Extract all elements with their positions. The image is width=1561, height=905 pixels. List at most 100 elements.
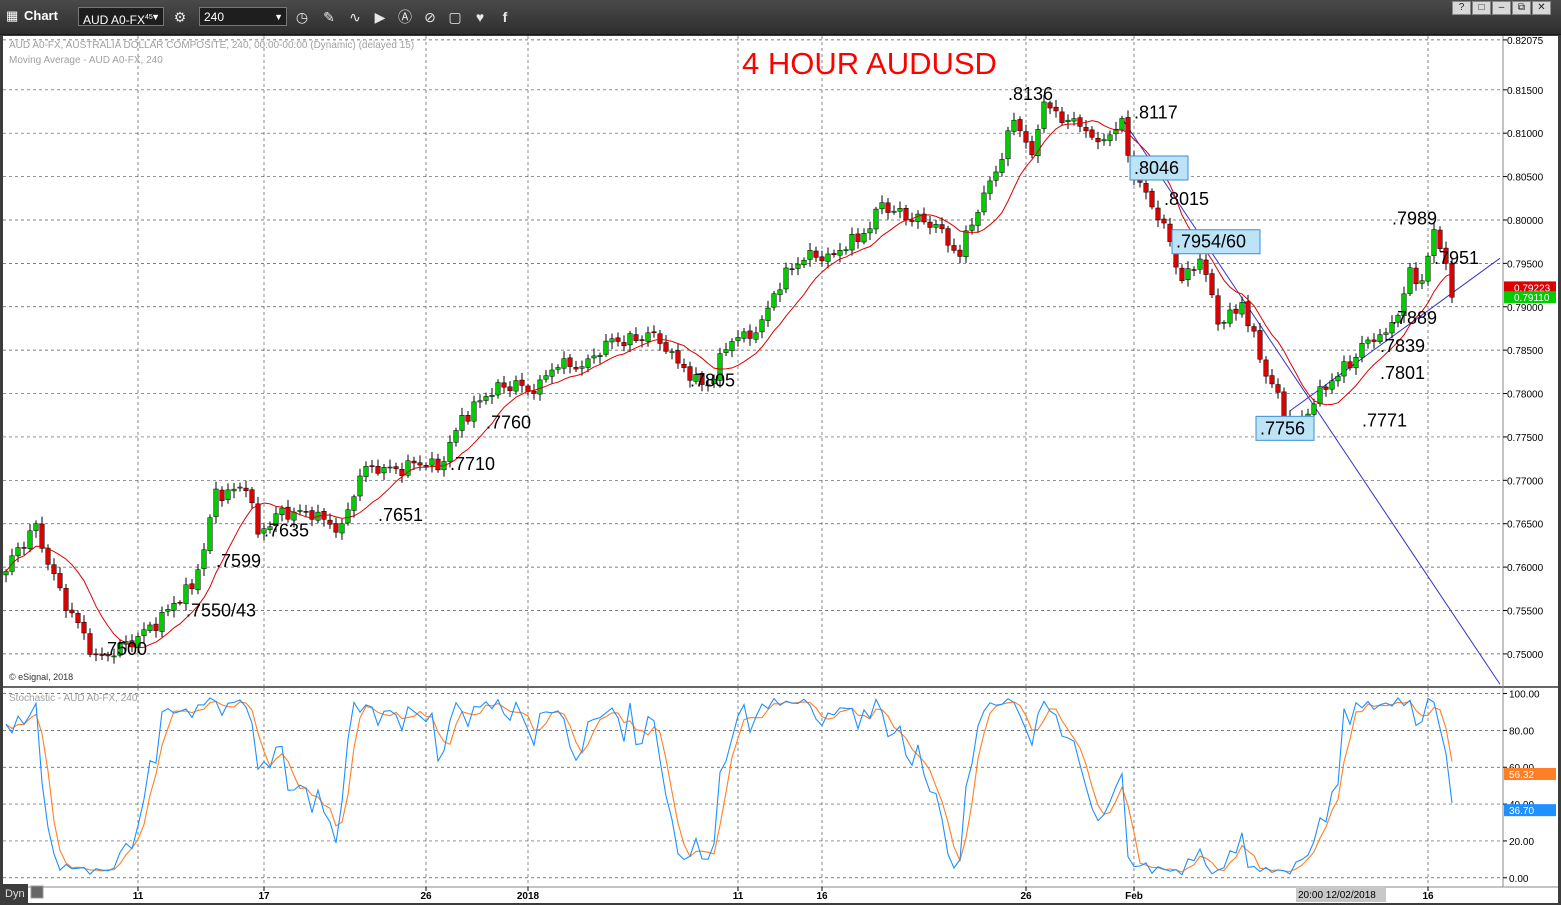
annotation-label: .8117 xyxy=(1134,102,1178,122)
candle xyxy=(447,435,453,468)
candle-body xyxy=(3,571,9,576)
candle-body xyxy=(1341,361,1347,377)
candle xyxy=(195,563,201,595)
candle xyxy=(1125,110,1131,163)
alert-icon[interactable]: Ⓐ xyxy=(398,9,412,25)
chat-icon[interactable]: ▢ xyxy=(448,9,462,25)
candle-body xyxy=(435,458,441,471)
link-icon[interactable]: ⊘ xyxy=(424,9,436,25)
candle-body xyxy=(921,213,927,223)
annotation-label: .7651 xyxy=(378,505,423,525)
candle-body xyxy=(909,219,915,222)
candle xyxy=(513,375,519,395)
candle-body xyxy=(1029,141,1035,156)
cursor-time-label: 20:00 12/02/2018 xyxy=(1298,890,1376,901)
candle-body xyxy=(423,465,429,467)
candle-body xyxy=(399,469,405,476)
candle-body xyxy=(261,528,267,534)
candle-body xyxy=(93,653,99,656)
candle-body xyxy=(1077,117,1083,127)
time-tick-label: 11 xyxy=(733,891,744,902)
candle-body xyxy=(297,510,303,512)
candle xyxy=(957,244,963,264)
candle xyxy=(99,647,105,661)
play-icon[interactable]: ▶ xyxy=(374,9,386,25)
candle xyxy=(1341,355,1347,383)
candle-body xyxy=(1401,293,1407,316)
candle xyxy=(825,247,831,269)
candle-body xyxy=(1059,111,1065,123)
candle xyxy=(693,367,699,385)
candle xyxy=(783,262,789,294)
candle-body xyxy=(945,228,951,246)
price-tick-label: 0.82075 xyxy=(1507,36,1544,47)
candle-body xyxy=(735,337,741,341)
chart-toolbar: ▦ Chart AUD A0-FX45 ▼ ⚙ 240 ▼ ◷ ✎ ∿ ▶ Ⓐ … xyxy=(0,0,1561,35)
candle xyxy=(231,483,237,499)
minimize-button[interactable]: – xyxy=(1492,1,1511,15)
annotation-label: .7805 xyxy=(690,371,735,391)
candle xyxy=(711,374,717,389)
dyn-label[interactable]: Dyn xyxy=(5,888,25,900)
candle-body xyxy=(699,373,705,385)
settings-icon[interactable]: ⚙ xyxy=(173,9,187,25)
candle xyxy=(111,648,117,664)
candle xyxy=(1395,313,1401,328)
maximize-button[interactable]: ⧉ xyxy=(1512,1,1531,15)
stochastic-tick-label: 20.00 xyxy=(1509,837,1534,848)
candle-body xyxy=(1251,326,1257,332)
candle-body xyxy=(873,208,879,230)
candle xyxy=(219,486,225,507)
candle-body xyxy=(309,510,315,520)
price-tick-label: 0.81500 xyxy=(1507,86,1544,97)
stochastic-d-line xyxy=(5,700,1453,873)
candle xyxy=(663,335,669,354)
twitter-icon[interactable]: ♥ xyxy=(475,9,485,25)
lock-icon[interactable] xyxy=(30,885,44,899)
candle-body xyxy=(615,337,621,342)
candle-body xyxy=(357,475,363,497)
candle xyxy=(465,410,471,425)
candle-body xyxy=(543,375,549,380)
candle-body xyxy=(1065,119,1071,122)
candle-body xyxy=(273,513,279,527)
symbol-input[interactable]: AUD A0-FX45 ▼ xyxy=(78,7,164,27)
candle xyxy=(519,372,525,393)
interval-input[interactable]: 240 ▼ xyxy=(199,7,287,26)
candle xyxy=(933,219,939,234)
time-tick-label: 2018 xyxy=(517,891,540,902)
price-pane xyxy=(3,36,1503,686)
help-button[interactable]: ? xyxy=(1452,1,1471,15)
candle-body xyxy=(483,396,489,401)
draw-icon[interactable]: ✎ xyxy=(323,9,335,25)
chart-legend: AUD A0-FX, AUSTRALIA DOLLAR COMPOSITE, 2… xyxy=(9,40,414,51)
chevron-down-icon[interactable]: ▼ xyxy=(274,12,283,22)
clock-icon[interactable]: ◷ xyxy=(295,9,309,25)
curve-icon[interactable]: ∿ xyxy=(349,9,361,25)
candle xyxy=(1179,264,1185,284)
candle-body xyxy=(963,230,969,258)
candle-body xyxy=(681,363,687,368)
close-button[interactable]: ✕ xyxy=(1532,1,1551,15)
candle-body xyxy=(285,506,291,520)
candle-body xyxy=(177,602,183,604)
candle xyxy=(459,407,465,438)
candle-body xyxy=(1005,130,1011,159)
candle-body xyxy=(33,523,39,531)
candle-body xyxy=(1113,128,1119,135)
candle xyxy=(1353,353,1359,376)
candle xyxy=(885,197,891,220)
chevron-down-icon[interactable]: ▼ xyxy=(151,12,160,22)
candle-body xyxy=(897,208,903,212)
candle xyxy=(645,326,651,347)
candle-body xyxy=(189,583,195,590)
candle-body xyxy=(213,488,219,517)
candle-body xyxy=(753,332,759,340)
candle xyxy=(69,602,75,618)
restore-button[interactable]: □ xyxy=(1472,1,1491,15)
candle xyxy=(555,364,561,374)
candle xyxy=(1449,257,1455,304)
candle-body xyxy=(237,486,243,489)
facebook-icon[interactable]: f xyxy=(502,9,508,25)
candle xyxy=(1101,133,1107,146)
